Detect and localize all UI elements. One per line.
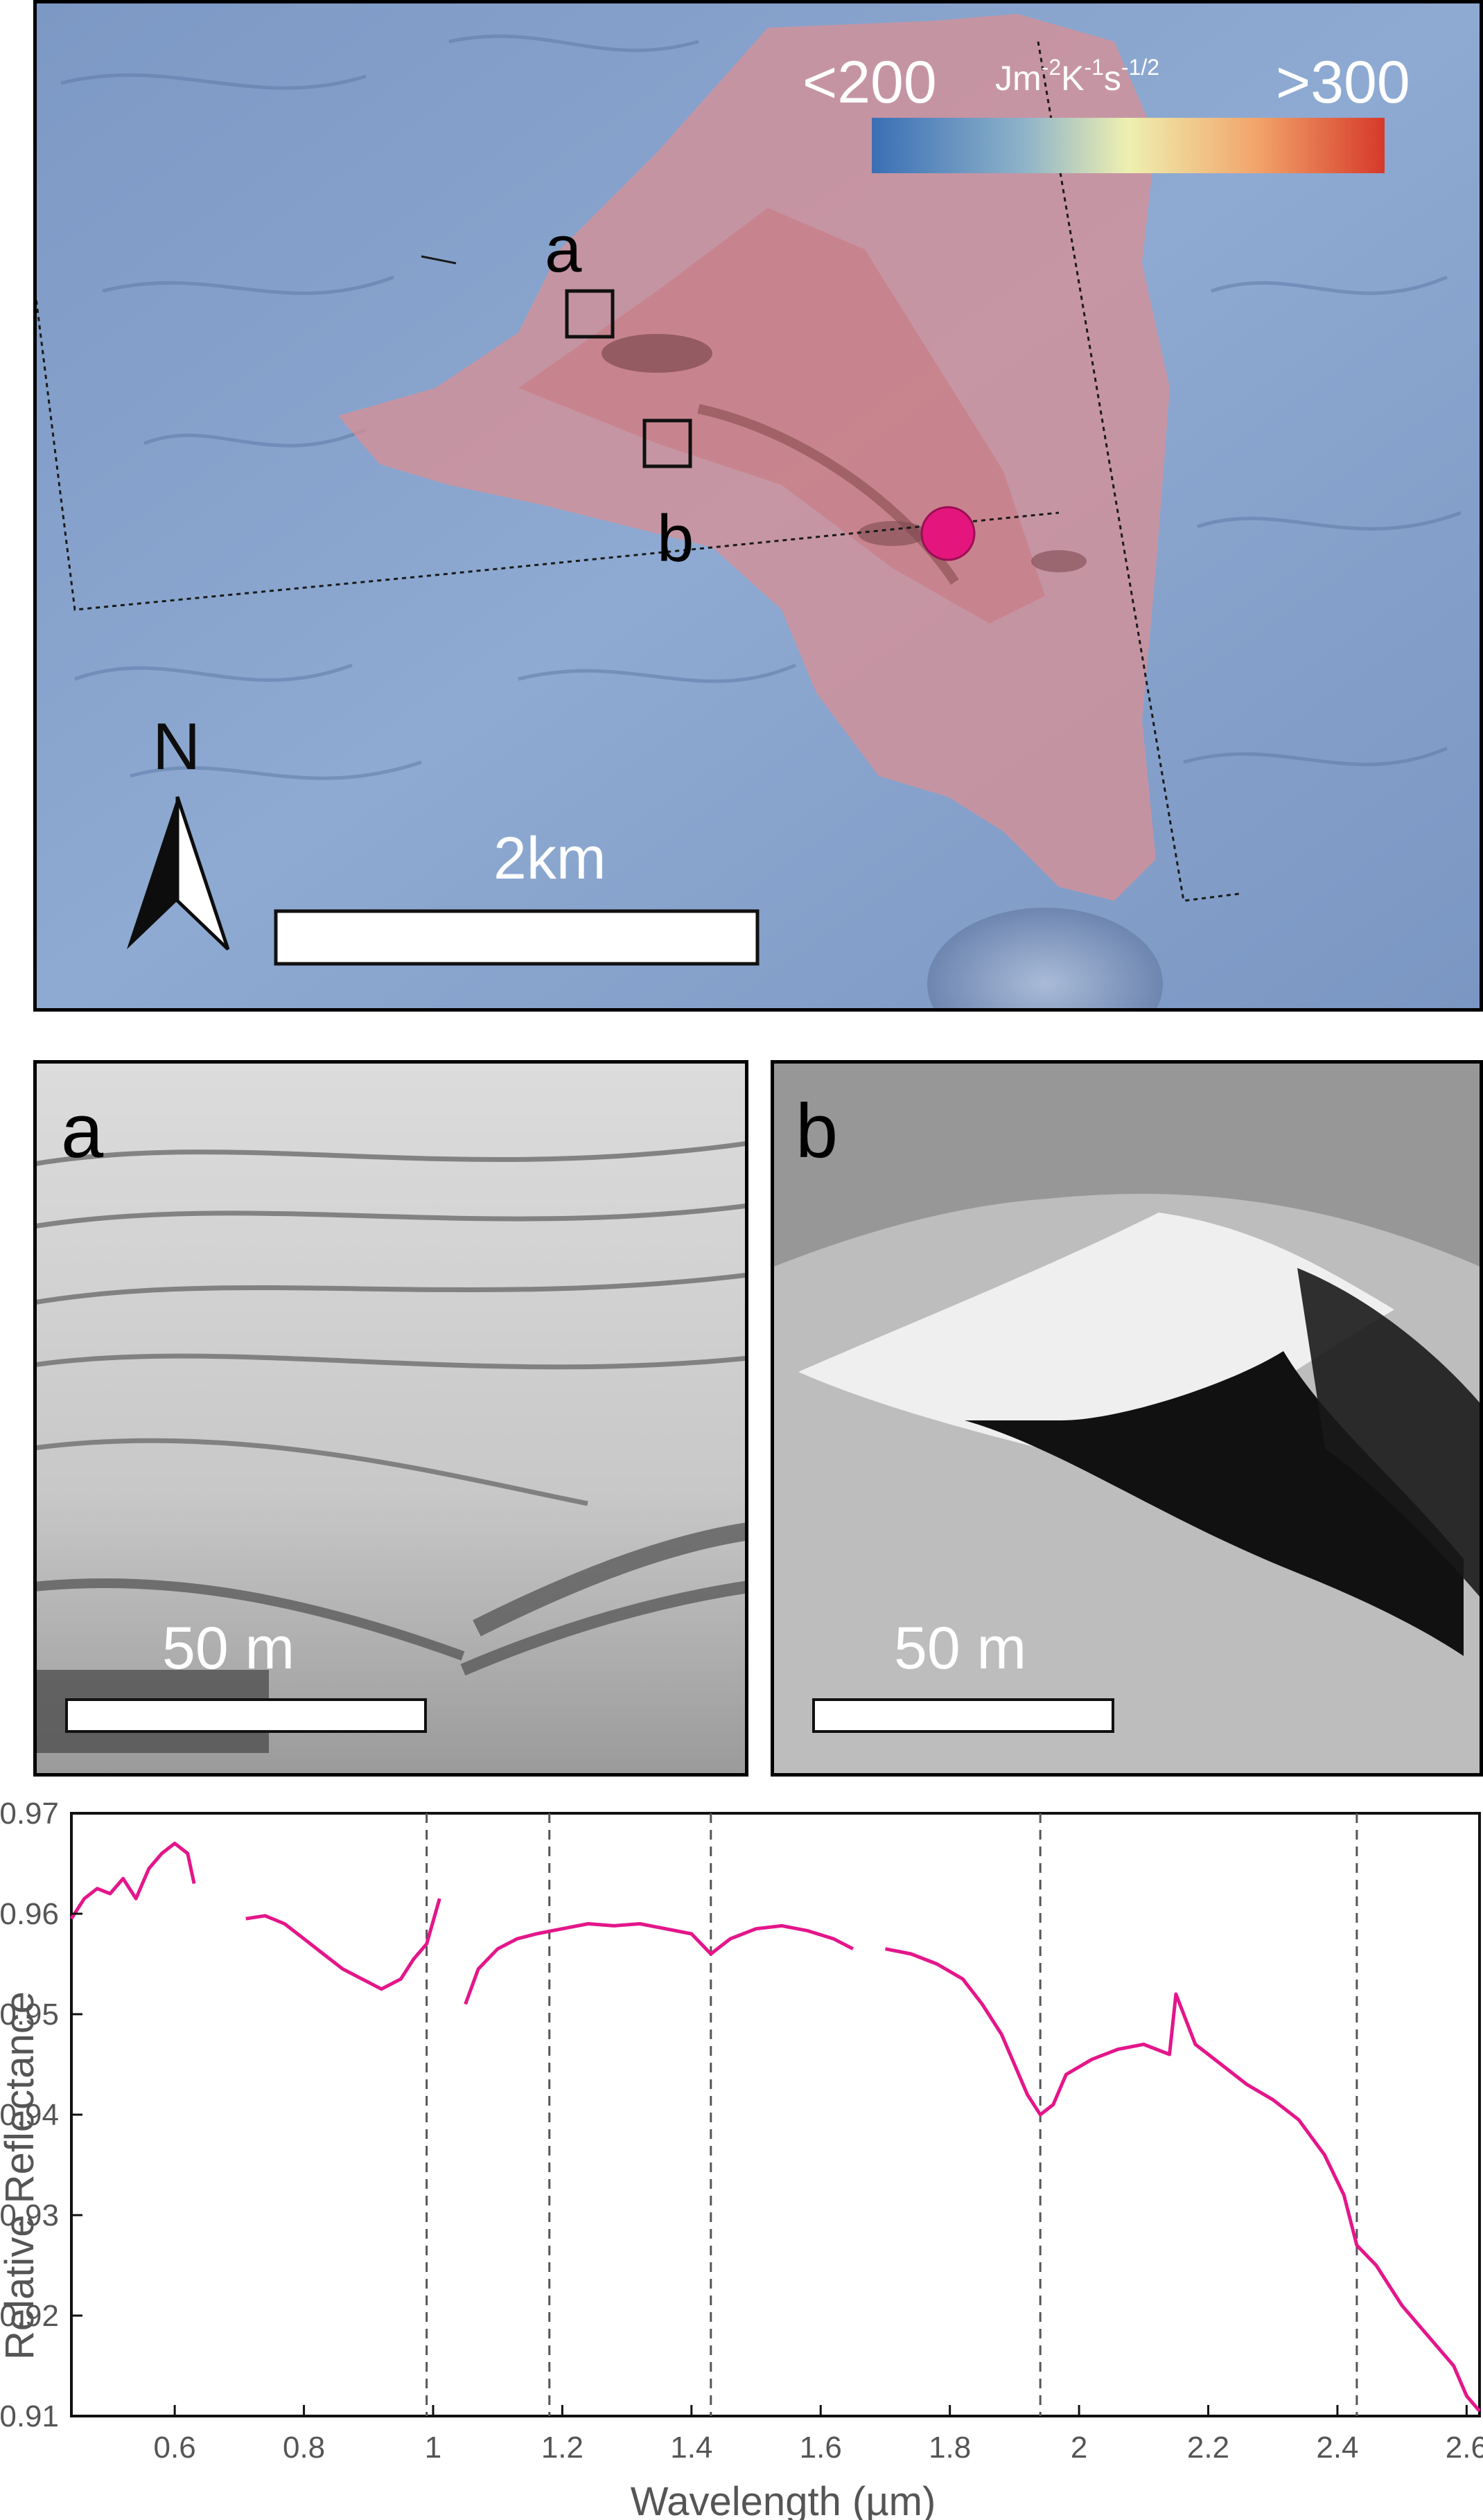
spectrum-segment-1	[245, 1898, 441, 1991]
thermal-core	[518, 208, 1045, 624]
colorbar-max-label: >300	[1276, 49, 1410, 116]
detail-b-label: b	[796, 1089, 838, 1174]
y-tick-label: 0.96	[0, 1897, 59, 1931]
bright-block	[798, 1213, 1394, 1476]
x-tick-label: 1.4	[670, 2431, 712, 2465]
scale-bar	[274, 909, 760, 966]
dark-layers	[33, 1522, 748, 1676]
box-b	[642, 418, 692, 468]
x-tick-label: 2.4	[1316, 2431, 1358, 2465]
north-arrow-icon: N	[127, 710, 230, 951]
dark-patch	[602, 334, 712, 373]
colorbar	[872, 118, 1385, 173]
thermal-inertia-map: a b <200 Jm-2K-1s-1/2 >300 N 2km	[33, 0, 1483, 1012]
x-tick-label: 1	[425, 2431, 441, 2465]
detail-panel-a: a 50 m	[33, 1060, 748, 1777]
detail-b-scale-bar	[812, 1698, 1114, 1733]
box-a	[565, 289, 615, 339]
x-tick-label: 0.8	[283, 2431, 325, 2465]
dark-patch	[858, 521, 927, 546]
footprint-outline	[33, 275, 1060, 611]
y-tick-label: 0.94	[0, 2098, 59, 2132]
x-tick-label: 1.6	[800, 2431, 842, 2465]
x-tick-label: 2.2	[1187, 2431, 1229, 2465]
spectrum-location-marker	[920, 506, 976, 561]
box-b-label: b	[657, 502, 694, 576]
reflectance-spectrum-chart: 0.6 0.8 1 1.2 1.4 1.6 1.8 2 2.2 2.4 2.6 0.91 0.92 0.9…	[0, 1797, 1483, 2520]
x-tick-label: 2	[1071, 2431, 1087, 2465]
detail-b-scale-label: 50 m	[894, 1615, 1026, 1682]
layer-bands	[33, 1140, 748, 1506]
north-label: N	[152, 710, 200, 784]
crater	[927, 908, 1163, 1012]
x-axis-label: Wavelength (µm)	[631, 2479, 936, 2520]
detail-a-scale-bar	[65, 1698, 427, 1733]
x-tick-label: 1.8	[929, 2431, 971, 2465]
y-tick-label: 0.97	[0, 1797, 59, 1831]
detail-panel-b: b 50 m	[771, 1060, 1483, 1777]
y-tick-label: 0.95	[0, 1998, 59, 2032]
colorbar-min-label: <200	[802, 49, 937, 116]
scale-label: 2km	[493, 825, 606, 892]
terrain-texture	[60, 34, 1462, 780]
dark-patch	[1031, 550, 1087, 572]
map-border	[33, 0, 1483, 1012]
spectrum-segment-0	[69, 1842, 196, 1920]
spectrum-segment-3	[885, 1947, 1481, 2413]
x-tick-label: 0.6	[154, 2431, 196, 2465]
y-tick-label: 0.93	[0, 2199, 59, 2232]
colorbar-units: Jm-2K-1s-1/2	[995, 55, 1159, 98]
detail-a-scale-label: 50 m	[162, 1615, 295, 1682]
footprint-outline	[1037, 41, 1240, 902]
y-tick-label: 0.91	[0, 2399, 59, 2433]
box-a-label: a	[545, 212, 582, 286]
y-tick-label: 0.92	[0, 2299, 59, 2333]
plot-area	[70, 1812, 1481, 2417]
spectrum-segment-2	[464, 1922, 854, 2005]
y-axis-label: Relative Reflectance	[0, 1991, 42, 2360]
x-tick-label: 2.6	[1446, 2431, 1483, 2465]
x-tick-label: 1.2	[541, 2431, 583, 2465]
detail-a-label: a	[61, 1089, 104, 1174]
